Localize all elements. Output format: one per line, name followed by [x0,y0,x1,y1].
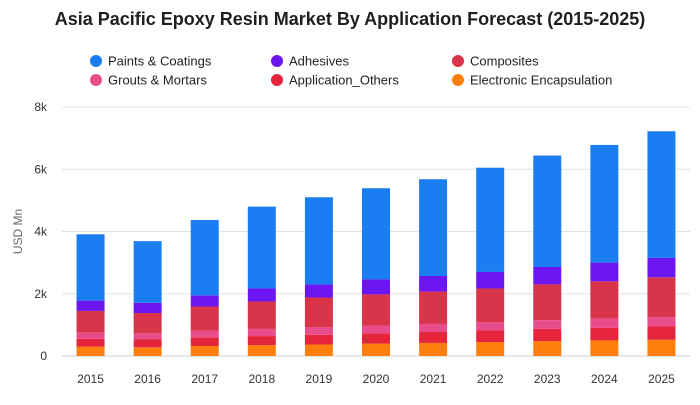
bar-paints-coatings-2018 [247,206,276,289]
bar-application-others-2018 [247,336,276,346]
legend-marker-grouts-mortars [90,74,102,86]
y-tick-label: 8k [34,100,48,114]
x-tick-label: 2018 [248,372,275,386]
bar-adhesives-2024 [590,262,619,282]
bar-composites-2015 [76,310,105,333]
bar-paints-coatings-2022 [476,167,505,272]
bar-application-others-2019 [304,334,333,345]
bar-grouts-mortars-2025 [647,317,676,327]
bar-application-others-2025 [647,326,676,340]
x-tick-label: 2016 [134,372,161,386]
legend-label-grouts-mortars: Grouts & Mortars [108,73,207,88]
x-tick-label: 2019 [306,372,333,386]
legend-marker-electronic-encapsulation [452,74,464,86]
bar-adhesives-2022 [476,271,505,289]
bar-adhesives-2025 [647,257,676,278]
legend-label-composites: Composites [470,54,539,69]
y-tick-label: 2k [34,287,48,301]
bar-application-others-2024 [590,327,619,341]
bar-electronic-encapsulation-2025 [647,339,676,356]
bar-application-others-2022 [476,330,505,342]
bar-electronic-encapsulation-2018 [247,345,276,356]
bar-adhesives-2021 [419,276,448,292]
x-tick-label: 2021 [420,372,447,386]
bar-electronic-encapsulation-2019 [304,344,333,356]
bar-grouts-mortars-2022 [476,322,505,331]
bar-grouts-mortars-2015 [76,332,105,339]
legend-label-adhesives: Adhesives [289,54,349,69]
bar-paints-coatings-2016 [133,241,162,303]
bar-adhesives-2020 [362,279,390,295]
x-tick-label: 2025 [648,372,675,386]
bar-grouts-mortars-2017 [190,330,219,338]
bar-application-others-2015 [76,338,105,347]
bar-composites-2024 [590,281,619,319]
bar-electronic-encapsulation-2020 [362,343,390,356]
bar-application-others-2020 [362,333,390,344]
bar-grouts-mortars-2021 [419,323,448,333]
legend-label-paints-coatings: Paints & Coatings [108,54,212,69]
bar-electronic-encapsulation-2015 [76,346,105,356]
bar-paints-coatings-2025 [647,131,676,258]
legend-label-application-others: Application_Others [289,73,399,88]
y-tick-label: 6k [34,162,48,176]
bar-composites-2022 [476,288,505,323]
legend-marker-application-others [271,74,283,86]
bar-electronic-encapsulation-2023 [533,341,562,356]
legend-marker-paints-coatings [90,55,102,67]
bar-paints-coatings-2021 [419,179,448,277]
x-tick-label: 2022 [477,372,504,386]
bar-grouts-mortars-2019 [304,327,333,335]
bar-adhesives-2023 [533,266,562,285]
bar-paints-coatings-2015 [76,234,105,301]
bar-grouts-mortars-2016 [133,333,162,340]
bar-composites-2023 [533,284,562,321]
bar-composites-2019 [304,297,333,328]
bar-adhesives-2018 [247,288,276,302]
bar-composites-2018 [247,301,276,329]
bar-grouts-mortars-2018 [247,328,276,337]
x-tick-label: 2024 [591,372,618,386]
x-tick-label: 2017 [191,372,218,386]
bar-paints-coatings-2017 [190,219,219,296]
bar-grouts-mortars-2020 [362,325,390,334]
legend-marker-composites [452,55,464,67]
bar-electronic-encapsulation-2017 [190,346,219,356]
bar-application-others-2021 [419,332,448,343]
legend-marker-adhesives [271,55,283,67]
bar-composites-2017 [190,306,219,331]
bar-electronic-encapsulation-2016 [133,347,162,356]
bar-composites-2021 [419,291,448,324]
bar-adhesives-2019 [304,284,333,298]
x-tick-label: 2020 [363,372,390,386]
y-tick-label: 4k [34,225,48,239]
bar-grouts-mortars-2024 [590,318,619,328]
x-tick-label: 2015 [77,372,104,386]
legend-label-electronic-encapsulation: Electronic Encapsulation [470,73,612,88]
bar-paints-coatings-2020 [362,188,390,280]
bar-application-others-2017 [190,337,219,347]
chart-title: Asia Pacific Epoxy Resin Market By Appli… [55,9,646,29]
bar-composites-2020 [362,294,390,326]
bar-adhesives-2015 [76,300,105,311]
bar-adhesives-2016 [133,302,162,314]
bar-adhesives-2017 [190,295,219,307]
y-axis-title: USD Mn [11,209,25,254]
y-tick-label: 0 [40,349,47,363]
bar-electronic-encapsulation-2024 [590,340,619,356]
bar-paints-coatings-2024 [590,144,619,263]
bar-application-others-2023 [533,328,562,342]
bar-paints-coatings-2023 [533,155,562,267]
bar-composites-2016 [133,313,162,334]
bar-application-others-2016 [133,339,162,348]
bar-grouts-mortars-2023 [533,320,562,329]
bar-paints-coatings-2019 [304,197,333,285]
bar-composites-2025 [647,277,676,318]
bar-electronic-encapsulation-2021 [419,342,448,356]
x-tick-label: 2023 [534,372,561,386]
bar-electronic-encapsulation-2022 [476,341,505,356]
